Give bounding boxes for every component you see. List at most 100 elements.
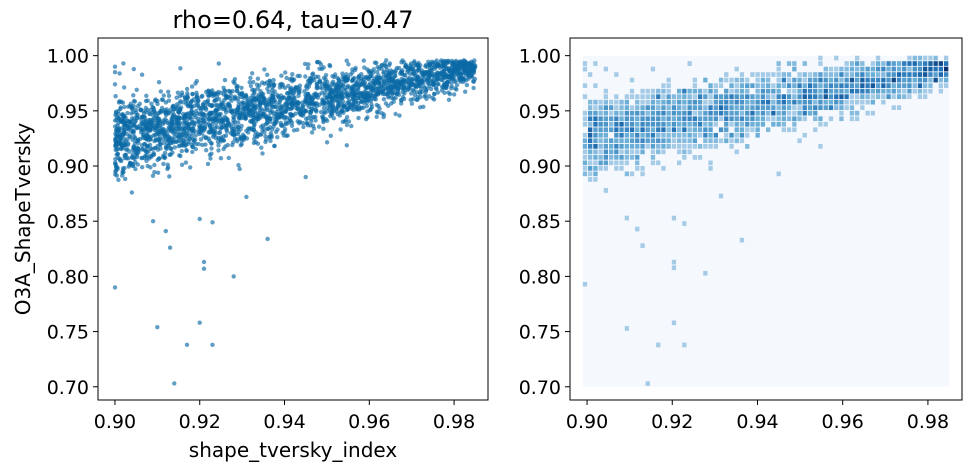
scatter-point: [196, 141, 201, 147]
heatmap-cell: [656, 121, 661, 127]
scatter-point: [208, 156, 213, 161]
heatmap-cell: [896, 83, 902, 88]
scatter-point: [226, 155, 231, 161]
heatmap-cell: [677, 144, 682, 149]
heatmap-cell: [886, 72, 891, 77]
heatmap-cell: [912, 83, 917, 88]
heatmap-cell: [923, 61, 928, 66]
scatter-point: [297, 83, 303, 88]
heatmap-cell: [734, 149, 739, 155]
heatmap-cell: [650, 132, 656, 138]
heatmap-cell: [776, 116, 781, 122]
scatter-point: [214, 110, 219, 116]
heatmap-cell: [687, 94, 692, 99]
scatter-point: [389, 80, 394, 86]
heatmap-cell: [692, 132, 697, 138]
heatmap-cell: [650, 66, 656, 72]
heatmap-cell: [650, 116, 656, 122]
heatmap-cell: [624, 149, 629, 155]
scatter-point: [241, 108, 246, 114]
heatmap-cell: [588, 72, 593, 77]
heatmap-cell: [739, 72, 745, 77]
heatmap-cell: [614, 116, 619, 122]
heatmap-cell: [855, 88, 860, 94]
scatter-point: [212, 130, 217, 135]
heatmap-cell: [666, 127, 671, 133]
heatmap-cell: [614, 94, 619, 99]
heatmap-cell: [786, 99, 792, 105]
scatter-point: [152, 98, 158, 103]
heatmap-cell: [650, 88, 656, 94]
heatmap-cell: [603, 116, 608, 122]
scatter-point: [155, 325, 160, 330]
scatter-point: [284, 75, 289, 81]
heatmap-cell: [917, 72, 923, 77]
scatter-point: [454, 63, 459, 68]
scatter-point: [287, 111, 293, 117]
scatter-point: [170, 122, 176, 127]
scatter-point: [161, 93, 166, 98]
heatmap-cell: [718, 116, 724, 122]
scatter-point: [176, 110, 182, 115]
heatmap-cell: [729, 138, 734, 144]
heatmap-cell: [671, 116, 677, 122]
heatmap-cell: [855, 55, 860, 61]
scatter-point: [194, 95, 199, 100]
scatter-point: [239, 85, 244, 91]
scatter-point: [360, 94, 365, 99]
heatmap-cell: [729, 110, 734, 116]
heatmap-cell: [624, 215, 629, 221]
scatter-point: [246, 126, 251, 131]
heatmap-cell: [797, 99, 802, 105]
heatmap-cell: [734, 105, 739, 110]
heatmap-cell: [619, 121, 624, 127]
heatmap-cell: [860, 83, 865, 88]
heatmap-cell: [881, 99, 886, 105]
scatter-point: [179, 90, 185, 95]
heatmap-cell: [745, 144, 750, 149]
heatmap-cell: [923, 94, 928, 99]
heatmap-cell: [792, 116, 797, 122]
scatter-point: [283, 109, 288, 114]
scatter-point: [152, 127, 157, 133]
heatmap-cell: [849, 77, 855, 83]
heatmap-cell: [614, 105, 619, 110]
heatmap-cell: [588, 121, 593, 127]
scatter-point: [364, 116, 369, 122]
heatmap-cell: [823, 88, 828, 94]
scatter-point: [222, 88, 228, 94]
scatter-point: [446, 79, 451, 85]
heatmap-cell: [886, 83, 891, 88]
scatter-point: [164, 137, 169, 142]
heatmap-cell: [703, 110, 708, 116]
heatmap-cell: [844, 99, 849, 105]
heatmap-cell: [891, 77, 896, 83]
heatmap-cell: [724, 105, 729, 110]
heatmap-cell: [582, 160, 588, 166]
heatmap-cell: [703, 121, 708, 127]
heatmap-cell: [687, 127, 692, 133]
heatmap-cell: [703, 77, 708, 83]
heatmap-cell: [603, 166, 608, 171]
scatter-point: [316, 124, 322, 129]
heatmap-cell: [870, 94, 875, 99]
heatmap-cell: [609, 105, 614, 110]
heatmap-cell: [708, 166, 713, 171]
scatter-point: [140, 147, 145, 152]
heatmap-cell: [645, 105, 650, 110]
heatmap-cell: [624, 171, 629, 177]
heatmap-cell: [734, 77, 739, 83]
heatmap-cell: [598, 160, 603, 166]
scatter-point: [209, 141, 214, 146]
heatmap-cell: [619, 110, 624, 116]
heatmap-cell: [771, 105, 776, 110]
heatmap-cell: [875, 94, 881, 99]
heatmap-cell: [666, 105, 671, 110]
heatmap-cell: [745, 83, 750, 88]
scatter-point: [445, 74, 450, 80]
scatter-point: [313, 107, 318, 112]
heatmap-cell: [619, 116, 624, 122]
heatmap-cell: [645, 121, 650, 127]
scatter-point: [421, 80, 426, 85]
heatmap-cell: [650, 105, 656, 110]
